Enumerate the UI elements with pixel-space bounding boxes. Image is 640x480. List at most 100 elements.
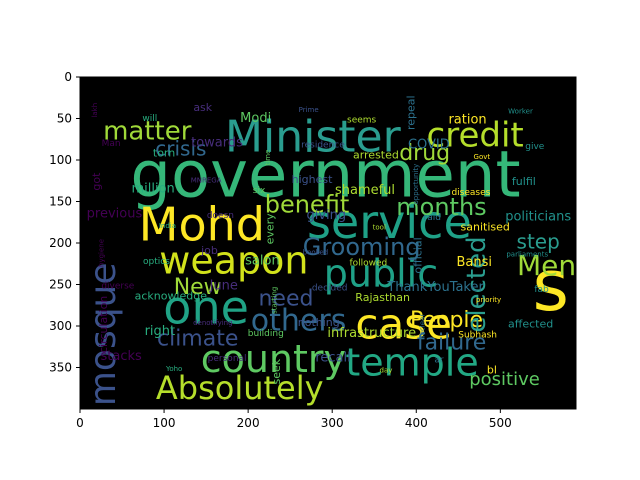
y-tick-label: 50 [57, 112, 72, 126]
small-word: ration [448, 112, 486, 127]
small-word: torn [153, 147, 175, 160]
small-word: residence [301, 141, 345, 151]
small-word: acknowledge [135, 289, 208, 302]
small-word: bl [487, 363, 497, 376]
word-others: others [251, 303, 347, 338]
small-word: opportunity [412, 164, 420, 205]
word-temple: temple [345, 341, 478, 385]
small-word: job [200, 244, 218, 257]
word-benefit: benefit [265, 191, 350, 219]
small-word: infrastructure [327, 326, 416, 341]
small-word: starting [271, 287, 279, 314]
word-drug: drug [399, 141, 450, 166]
word-need: need [258, 286, 313, 311]
small-word: Man [102, 139, 121, 149]
word-men: Men [517, 249, 576, 282]
plot-area [80, 77, 576, 409]
x-tick-label: 500 [489, 416, 512, 430]
word-minister: Minister [225, 111, 402, 162]
small-word: affected [508, 318, 553, 331]
small-word: Bansi [457, 255, 493, 270]
small-word: priority [476, 296, 501, 304]
small-word: tool [373, 224, 386, 232]
small-word: time [264, 150, 272, 166]
small-word: personal [208, 354, 247, 364]
word-climate: climate [157, 326, 238, 351]
small-word: repeal [405, 95, 418, 130]
small-word: building [248, 329, 284, 339]
small-word: recall [315, 351, 350, 366]
small-word: ar [434, 356, 444, 366]
small-word: every [263, 213, 276, 245]
x-tick-label: 400 [405, 416, 428, 430]
small-word: right [145, 324, 176, 339]
small-word: seek [270, 358, 283, 384]
word-mohd: Mohd [139, 198, 265, 252]
small-word: raid [424, 213, 441, 223]
word-service: service [307, 195, 472, 249]
word-crisis: crisis [155, 137, 206, 161]
small-word: official [411, 237, 424, 273]
small-word: salon [245, 254, 280, 269]
small-word: June [209, 278, 238, 293]
y-tick-label: 350 [49, 361, 72, 375]
small-word: fab [534, 285, 549, 295]
small-word: will [142, 114, 157, 124]
small-word: Modi [240, 111, 271, 126]
small-word: COVID [408, 137, 450, 152]
small-word: shameful [335, 183, 395, 198]
x-tick-label: 200 [237, 416, 260, 430]
word-weapon: weapon [159, 238, 308, 282]
word-one: one [163, 281, 249, 335]
word-mosque: mosque [83, 262, 124, 406]
y-tick-label: 100 [49, 153, 72, 167]
small-word: got [90, 172, 103, 191]
x-tick-label: 300 [321, 416, 344, 430]
small-word-layer: lakh will ask Modi Prime seems repeal ration Wor… [87, 95, 572, 384]
y-tick-label: 150 [49, 195, 72, 209]
small-word: politicians [505, 210, 571, 225]
word-absolutely: Absolutely [156, 369, 324, 407]
y-tick-label: 300 [49, 319, 72, 333]
word-elected: elected [462, 236, 492, 332]
small-word: fulfil [512, 175, 536, 188]
small-word: day [380, 366, 393, 374]
small-word: Prime [299, 106, 319, 114]
small-word: Yoho [165, 365, 182, 373]
small-word: highest [292, 173, 333, 186]
small-word: stacks [101, 349, 143, 364]
small-word: booked [303, 249, 329, 257]
word-case: case [355, 299, 452, 348]
small-word: hygiene [98, 239, 106, 267]
small-word: Govt [474, 153, 491, 161]
small-word: ThankYouTaker [386, 280, 484, 295]
word-public: public [324, 252, 438, 296]
small-word: lakh [91, 103, 99, 118]
small-word: previous [87, 206, 143, 221]
small-word: towards [191, 136, 243, 151]
small-word: ask [193, 101, 212, 114]
small-word: giving [306, 208, 346, 223]
x-tick-label: 100 [153, 416, 176, 430]
small-word: Subhash [458, 331, 497, 341]
small-word: six [253, 186, 266, 196]
small-word: parliaments [506, 250, 548, 258]
word-months: months [396, 193, 486, 221]
word-people: People [410, 308, 483, 333]
y-tick-label: 0 [64, 70, 72, 84]
small-word: Worker [508, 108, 533, 116]
small-word: denotifying [193, 319, 232, 327]
small-word: decided [312, 283, 348, 293]
y-tick-label: 250 [49, 278, 72, 292]
small-word: India [159, 222, 176, 230]
word-new: New [174, 275, 222, 300]
small-word: million [131, 181, 174, 196]
small-word: MNREGA [191, 176, 222, 184]
word-positive: positive [469, 369, 540, 390]
small-word: optics [143, 257, 170, 267]
small-word: followed [349, 258, 387, 268]
small-word: seems [347, 116, 377, 126]
word-government: government [130, 139, 520, 213]
